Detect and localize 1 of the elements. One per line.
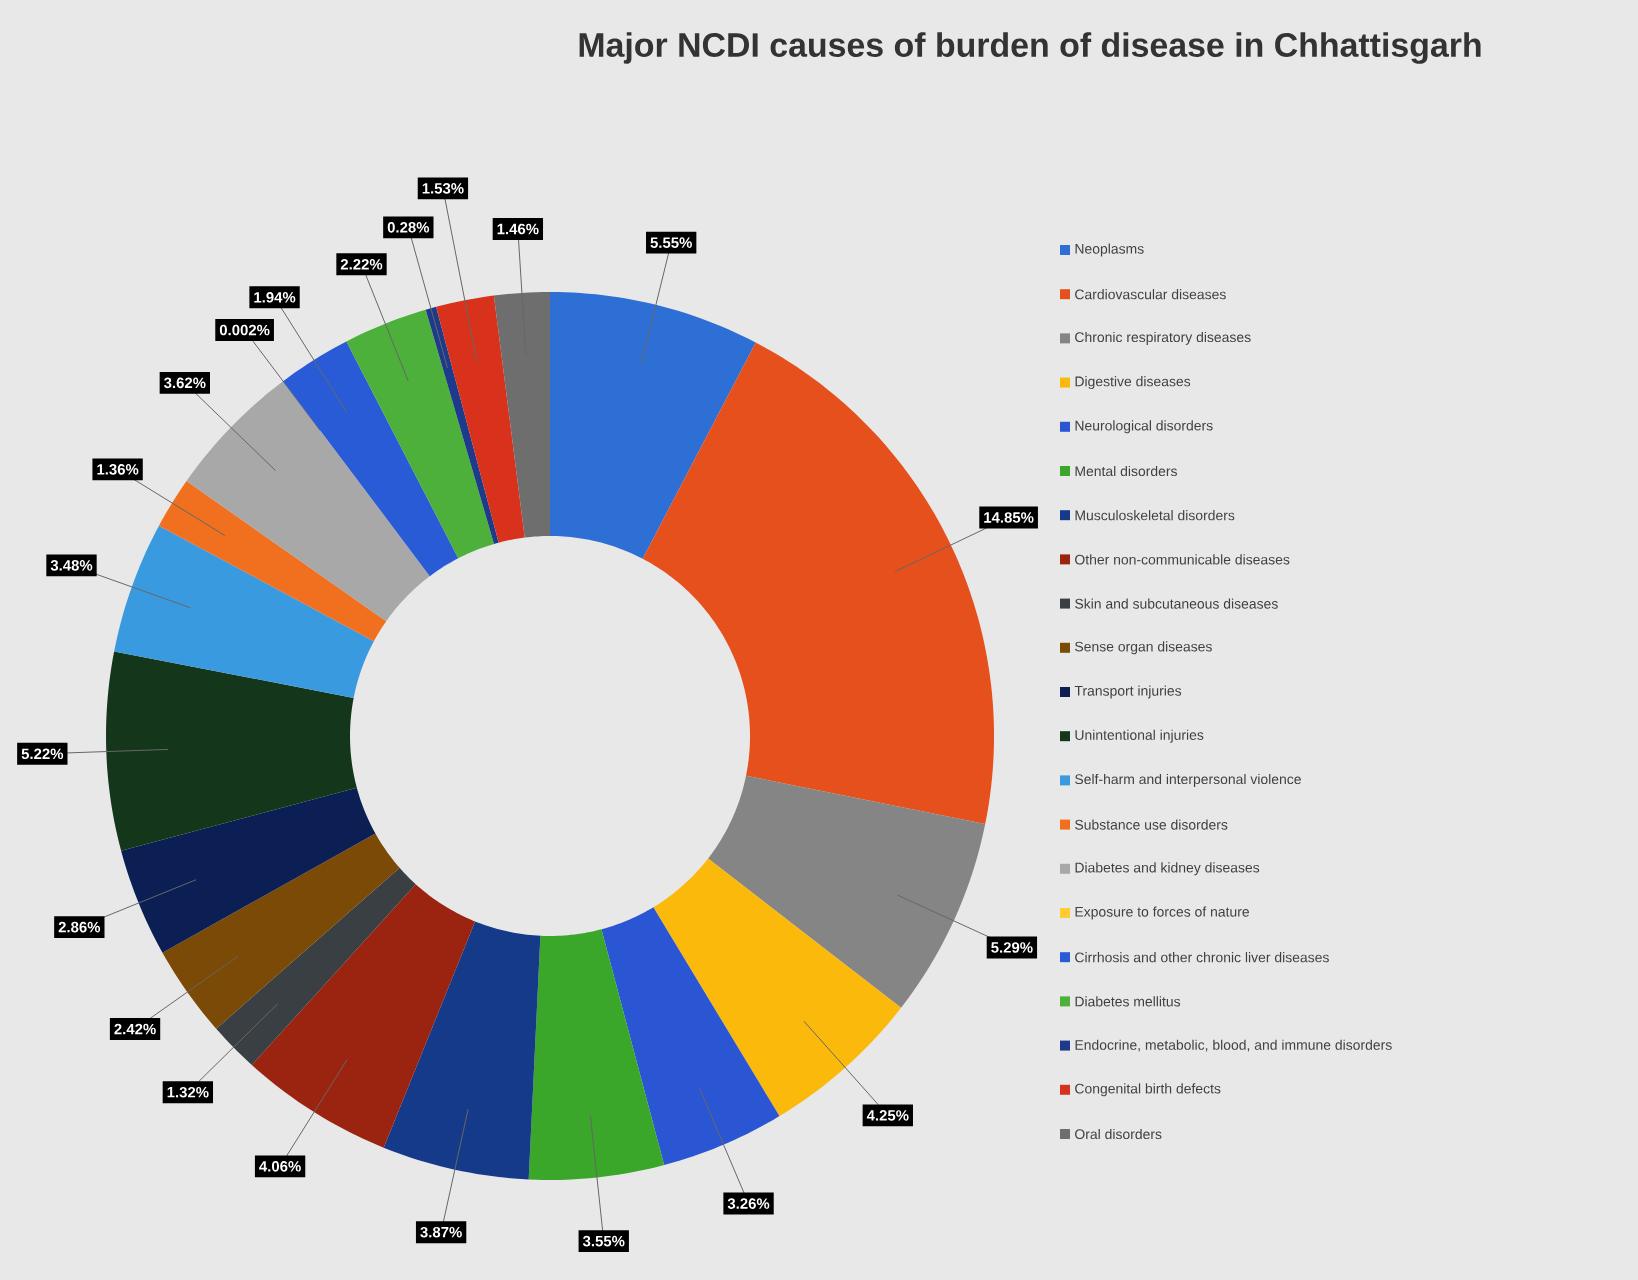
chart-title: Major NCDI causes of burden of disease in Chhattisgarh	[579, 32, 1481, 64]
